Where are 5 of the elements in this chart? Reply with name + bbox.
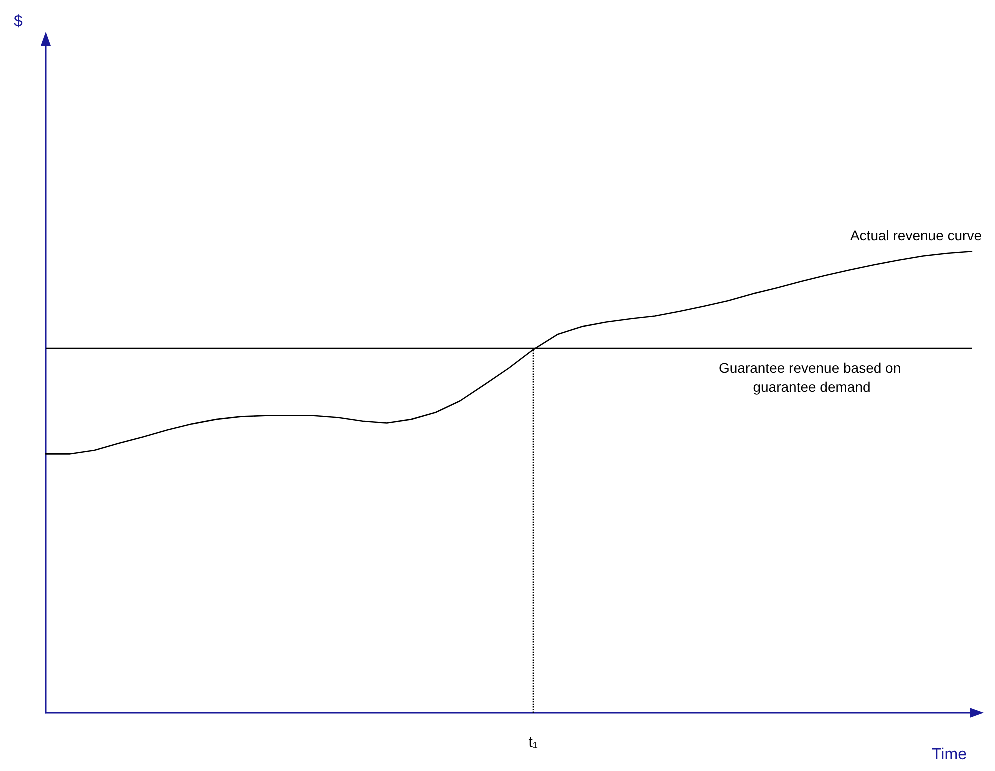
text: $ [14, 14, 23, 30]
x-axis-title: Time [932, 746, 968, 764]
text: t₁ [528, 734, 538, 751]
ref-line-label: Guarantee revenue based on guarantee demand [718, 360, 906, 396]
series-label: Actual revenue curve [850, 228, 982, 244]
